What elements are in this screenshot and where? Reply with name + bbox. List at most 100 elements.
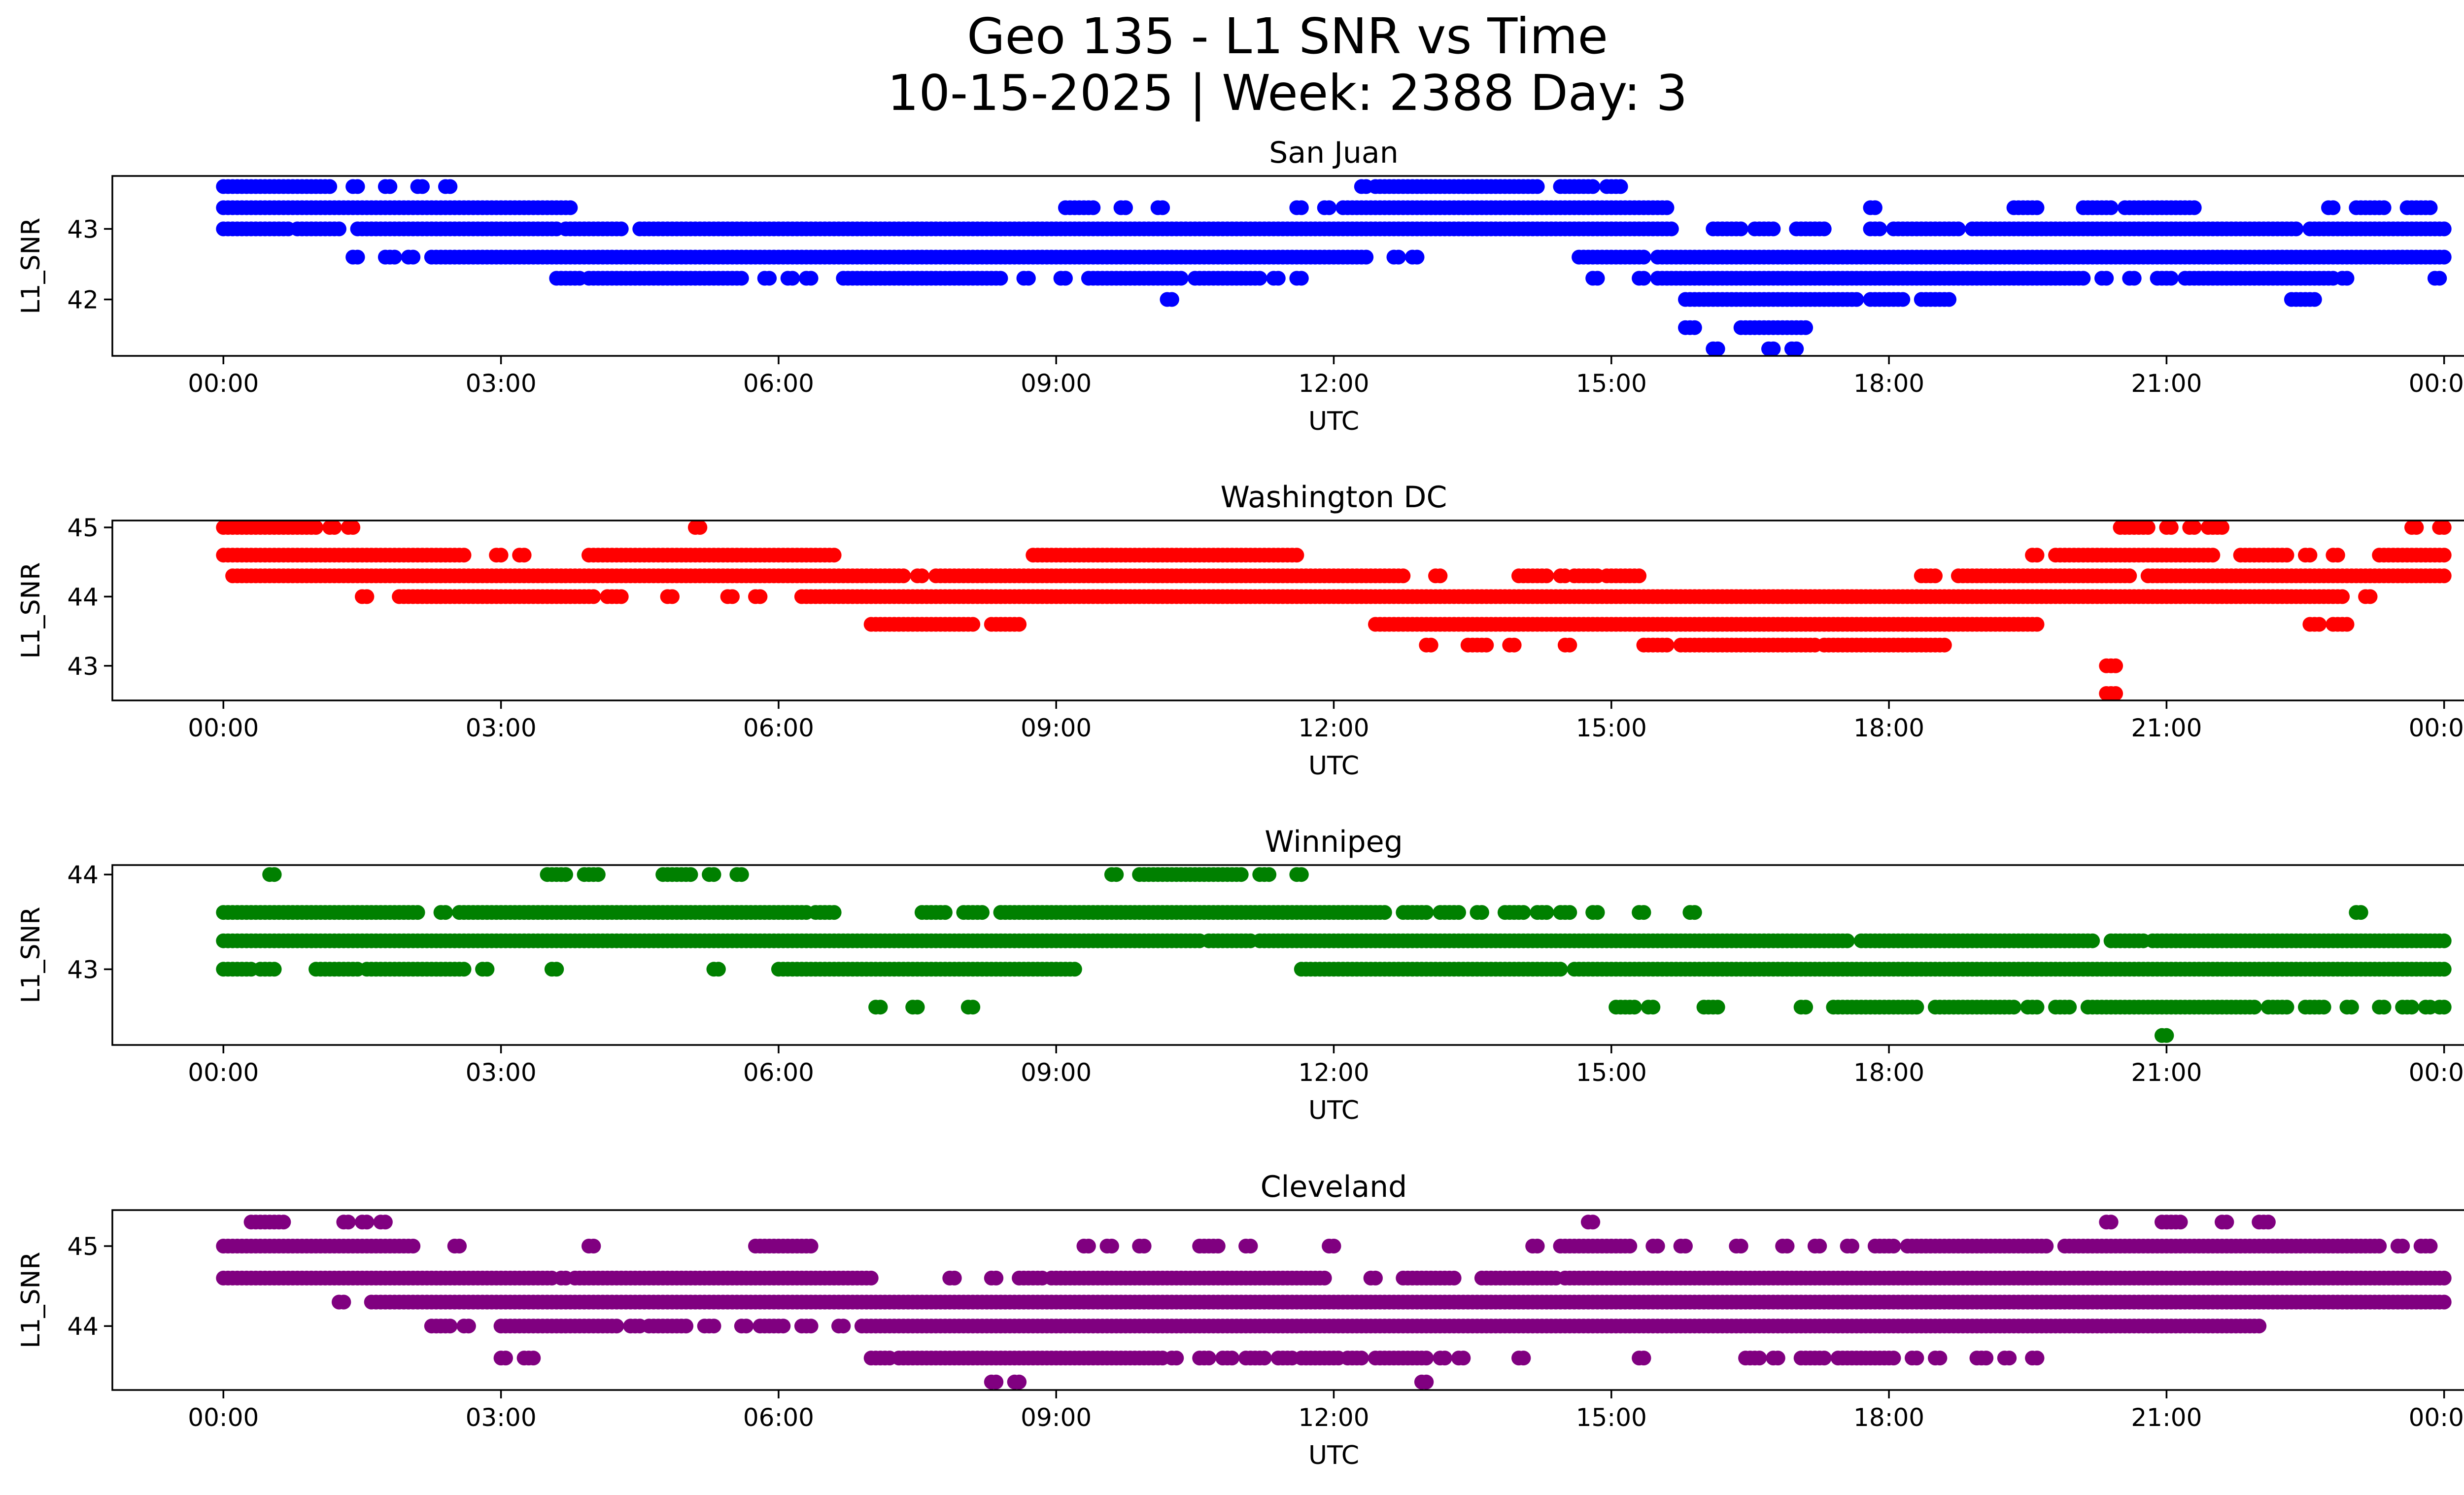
data-point [590, 867, 606, 882]
x-tick-label: 00:00 [2409, 1058, 2464, 1087]
data-point [1474, 905, 1489, 920]
data-point [1895, 292, 1911, 307]
data-point [1109, 867, 1124, 882]
data-point [2062, 1000, 2077, 1015]
figure-title-line-1: Geo 135 - L1 SNR vs Time [967, 7, 1608, 65]
subplot-title: San Juan [1269, 136, 1398, 170]
data-point [1733, 1239, 1748, 1253]
y-axis-label: L1_SNR [16, 562, 46, 659]
x-tick-label: 15:00 [1576, 1058, 1647, 1087]
data-points [216, 1215, 2452, 1390]
y-tick-label: 45 [67, 514, 99, 542]
data-point [1562, 905, 1577, 920]
data-point [863, 1270, 879, 1286]
data-point [1951, 221, 1966, 237]
data-point [2376, 200, 2392, 215]
data-point [1627, 1000, 1642, 1015]
data-point [937, 905, 953, 920]
data-point [2103, 1215, 2119, 1230]
data-point [1294, 200, 1309, 215]
data-point [1886, 1239, 1901, 1253]
data-point [785, 271, 800, 286]
data-point [341, 1215, 356, 1230]
data-point [1849, 292, 1864, 307]
x-tick-label: 03:00 [466, 1058, 537, 1087]
data-point [1659, 200, 1675, 215]
data-point [1294, 271, 1309, 286]
data-point [753, 589, 768, 604]
data-point [2029, 548, 2045, 563]
data-point [2099, 271, 2114, 286]
data-point [2353, 905, 2368, 920]
data-point [276, 1215, 291, 1230]
data-point [267, 867, 282, 882]
data-point [665, 589, 680, 604]
data-point [614, 221, 629, 237]
x-tick-label: 21:00 [2131, 369, 2202, 398]
data-point [1909, 1000, 1924, 1015]
data-point [2376, 1000, 2392, 1015]
data-point [1391, 249, 1406, 265]
data-point [1872, 221, 1887, 237]
data-point [803, 271, 819, 286]
x-axis-label: UTC [1308, 407, 1359, 436]
x-tick-label: 21:00 [2131, 1058, 2202, 1087]
data-point [1585, 1215, 1601, 1230]
data-point [692, 521, 708, 535]
data-point [1733, 221, 1748, 237]
y-axis-label: L1_SNR [16, 217, 46, 314]
data-point [1233, 867, 1249, 882]
data-point [2205, 548, 2221, 563]
x-axis-label: UTC [1308, 751, 1359, 781]
data-point [803, 1239, 819, 1253]
data-points [216, 179, 2452, 356]
data-point [387, 249, 402, 265]
data-point [614, 589, 629, 604]
data-point [563, 200, 578, 215]
data-point [1553, 962, 1568, 977]
x-tick-label: 12:00 [1298, 714, 1369, 742]
data-point [327, 521, 342, 535]
data-point [1766, 341, 1781, 356]
data-point [2215, 521, 2229, 535]
x-tick-label: 18:00 [1853, 1058, 1924, 1087]
data-point [2163, 271, 2179, 286]
data-point [1539, 568, 1554, 584]
data-point [2409, 521, 2424, 535]
data-point [975, 905, 990, 920]
data-point [1155, 200, 1170, 215]
x-tick-label: 18:00 [1853, 369, 1924, 398]
data-point [2436, 1000, 2452, 1015]
data-point [873, 1000, 888, 1015]
data-point [479, 962, 495, 977]
data-point [1423, 637, 1438, 653]
data-point [1632, 568, 1647, 584]
x-tick-label: 15:00 [1576, 369, 1647, 398]
data-point [2316, 1000, 2331, 1015]
y-axis-label: L1_SNR [16, 906, 46, 1003]
data-point [2187, 521, 2202, 535]
data-point [2335, 589, 2350, 604]
data-point [1067, 962, 1082, 977]
data-point [359, 589, 375, 604]
data-point [965, 1000, 981, 1015]
data-point [1326, 1239, 1341, 1253]
data-point [2339, 617, 2355, 632]
data-point [1664, 221, 1679, 237]
data-point [558, 867, 573, 882]
data-point [826, 905, 842, 920]
data-point [308, 521, 324, 535]
data-point [410, 905, 425, 920]
data-point [2432, 271, 2447, 286]
x-tick-label: 03:00 [466, 369, 537, 398]
data-point [2108, 686, 2123, 700]
x-tick-label: 06:00 [743, 369, 814, 398]
data-point [493, 548, 509, 563]
data-point [382, 179, 398, 194]
data-point [2140, 521, 2156, 535]
data-point [1377, 905, 1392, 920]
data-point [1789, 341, 1804, 356]
data-point [2173, 1215, 2188, 1230]
